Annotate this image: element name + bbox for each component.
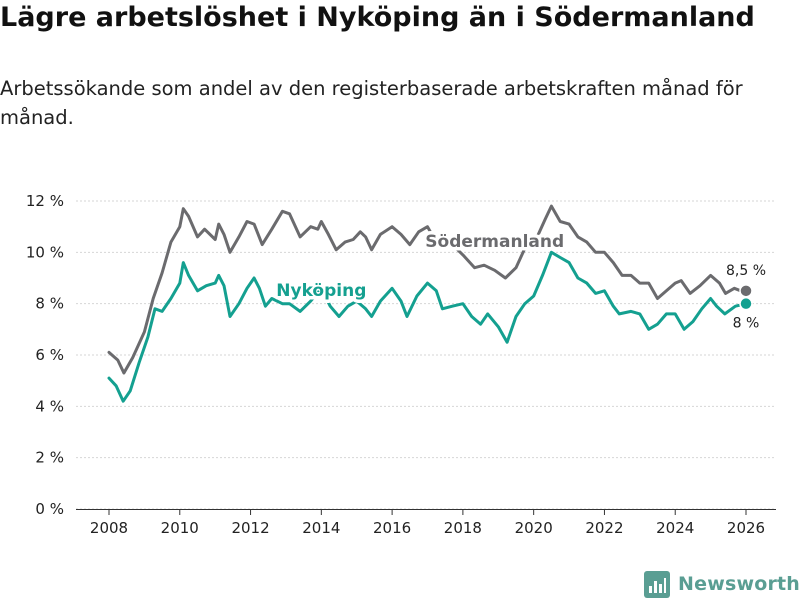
x-tick-label: 2014 bbox=[302, 519, 340, 537]
x-tick-label: 2026 bbox=[727, 519, 765, 537]
x-tick-label: 2016 bbox=[373, 519, 411, 537]
newsworthy-wordmark: Newsworthy bbox=[678, 573, 800, 595]
y-tick-label: 0 % bbox=[35, 500, 64, 518]
x-tick-label: 2020 bbox=[515, 519, 553, 537]
x-tick-label: 2010 bbox=[161, 519, 199, 537]
y-tick-label: 4 % bbox=[35, 397, 64, 415]
y-tick-label: 8 % bbox=[35, 295, 64, 313]
x-tick-label: 2018 bbox=[444, 519, 482, 537]
x-axis: 2008 2010 2012 2014 2016 2018 2020 2022 2024 2026 bbox=[76, 509, 776, 537]
x-tick-label: 2022 bbox=[585, 519, 623, 537]
end-point-marker bbox=[739, 284, 753, 298]
series-labels: Södermanland Nyköping bbox=[273, 229, 568, 305]
series-label: Södermanland bbox=[425, 232, 564, 252]
end-point-marker bbox=[739, 296, 753, 311]
x-tick-label: 2012 bbox=[231, 519, 269, 537]
series-line-södermanland bbox=[107, 204, 748, 375]
y-tick-label: 2 % bbox=[35, 449, 64, 467]
x-tick-label: 2008 bbox=[90, 519, 128, 537]
y-tick-label: 6 % bbox=[35, 346, 64, 364]
end-value-label: 8,5 % bbox=[726, 263, 766, 279]
chart-title: Lägre arbetslöshet i Nyköping än i Söder… bbox=[0, 2, 755, 33]
y-tick-label: 10 % bbox=[26, 243, 64, 261]
y-tick-label: 12 % bbox=[26, 192, 64, 210]
newsworthy-logo-icon bbox=[644, 570, 670, 598]
series-line-nyköping bbox=[107, 250, 748, 403]
newsworthy-logo: Newsworthy bbox=[644, 569, 800, 599]
series-label: Nyköping bbox=[276, 281, 366, 301]
chart-subtitle: Arbetssökande som andel av den registerb… bbox=[0, 77, 743, 129]
end-value-label: 8 % bbox=[733, 316, 760, 332]
end-markers: 8,5 % 8 % bbox=[726, 263, 766, 332]
x-tick-label: 2024 bbox=[656, 519, 694, 537]
series-lines bbox=[107, 204, 748, 403]
gridlines: 0 % 2 % 4 % 6 % 8 % 10 % 12 % bbox=[26, 192, 776, 518]
